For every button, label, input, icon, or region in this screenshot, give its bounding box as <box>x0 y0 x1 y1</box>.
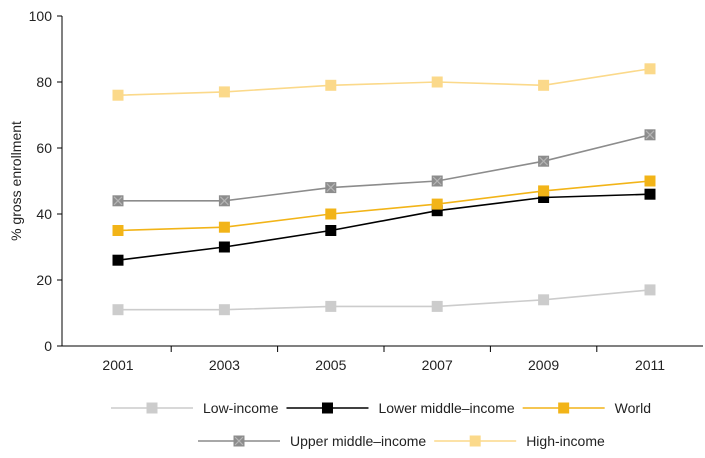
low-income-line <box>118 289 651 311</box>
high-income-marker <box>469 435 481 447</box>
low-income-marker <box>538 294 550 306</box>
world-marker <box>431 198 443 210</box>
world-marker <box>112 225 124 236</box>
series-lines <box>112 63 656 316</box>
lower-middle-income-marker <box>431 205 443 217</box>
high-income-marker <box>538 79 550 91</box>
y-tick-label: 60 <box>36 140 52 156</box>
upper-middle-income-marker-cross <box>113 196 123 206</box>
legend-item-lower-middle-income: Lower middle–income <box>286 400 515 416</box>
legend-item-low-income: Low-income <box>111 400 279 416</box>
world-marker <box>538 185 550 197</box>
upper-middle-income-marker-cross <box>432 176 442 186</box>
world-line <box>117 180 651 232</box>
upper-middle-income-marker-cross <box>326 183 336 193</box>
series-world <box>112 175 656 236</box>
low-income-marker <box>644 284 656 296</box>
x-tick-label: 2007 <box>422 357 453 373</box>
upper-middle-income-marker-cross <box>539 156 549 166</box>
x-tick-label: 2009 <box>528 357 559 373</box>
high-income-marker <box>644 63 656 75</box>
low-income-marker <box>431 300 443 312</box>
y-tick-label: 20 <box>36 272 52 288</box>
series-upper-middle-income <box>112 129 656 207</box>
world-marker <box>558 402 570 414</box>
high-income-marker <box>218 86 230 98</box>
high-income-marker <box>112 89 124 101</box>
lower-middle-income-marker <box>644 188 656 200</box>
y-tick-label: 80 <box>36 74 52 90</box>
world-marker <box>218 221 230 233</box>
y-tick-label: 40 <box>36 206 52 222</box>
low-income-marker <box>218 304 230 316</box>
low-income-marker <box>325 300 337 312</box>
upper-middle-income-marker-cross <box>645 130 655 140</box>
x-tick-label: 2001 <box>102 357 133 373</box>
upper-middle-income-marker-cross <box>219 196 229 206</box>
lower-middle-income-marker <box>325 225 337 236</box>
lower-middle-income-marker <box>218 241 230 253</box>
series-high-income <box>112 63 656 101</box>
legend-label: World <box>615 400 651 416</box>
upper-middle-income-line <box>118 134 651 202</box>
y-tick-label: 0 <box>44 338 52 354</box>
high-income-marker <box>431 76 443 88</box>
lower-middle-income-marker <box>321 402 333 414</box>
legend-label: Upper middle–income <box>290 433 426 449</box>
upper-middle-income-marker-cross <box>234 436 244 446</box>
y-tick-label: 100 <box>29 8 53 24</box>
legend-label: Low-income <box>203 400 279 416</box>
lower-middle-income-line <box>117 193 651 261</box>
legend-label: Lower middle–income <box>378 400 514 416</box>
legend-label: High-income <box>526 433 605 449</box>
y-axis-label: % gross enrollment <box>8 121 24 241</box>
legend-item-upper-middle-income: Upper middle–income <box>198 433 426 449</box>
world-marker <box>325 208 337 220</box>
world-marker <box>644 175 656 187</box>
legend-item-world: World <box>522 400 651 416</box>
x-tick-label: 2005 <box>315 357 346 373</box>
series-lower-middle-income <box>112 188 656 266</box>
lower-middle-income-marker <box>112 254 124 266</box>
high-income-marker <box>325 79 337 91</box>
low-income-marker <box>112 304 124 316</box>
x-tick-label: 2011 <box>635 357 665 373</box>
legend-item-high-income: High-income <box>434 433 605 449</box>
axes: 0 20 40 60 80 100 2001 2003 2005 2007 2009 2011 % gr… <box>8 8 703 373</box>
legend: Low-income Lower middle–income World Upper … <box>111 400 651 449</box>
lower-middle-income-marker <box>538 192 550 203</box>
low-income-marker <box>146 402 158 414</box>
x-tick-label: 2003 <box>209 357 240 373</box>
series-low-income <box>112 284 656 316</box>
high-income-line <box>117 68 651 96</box>
